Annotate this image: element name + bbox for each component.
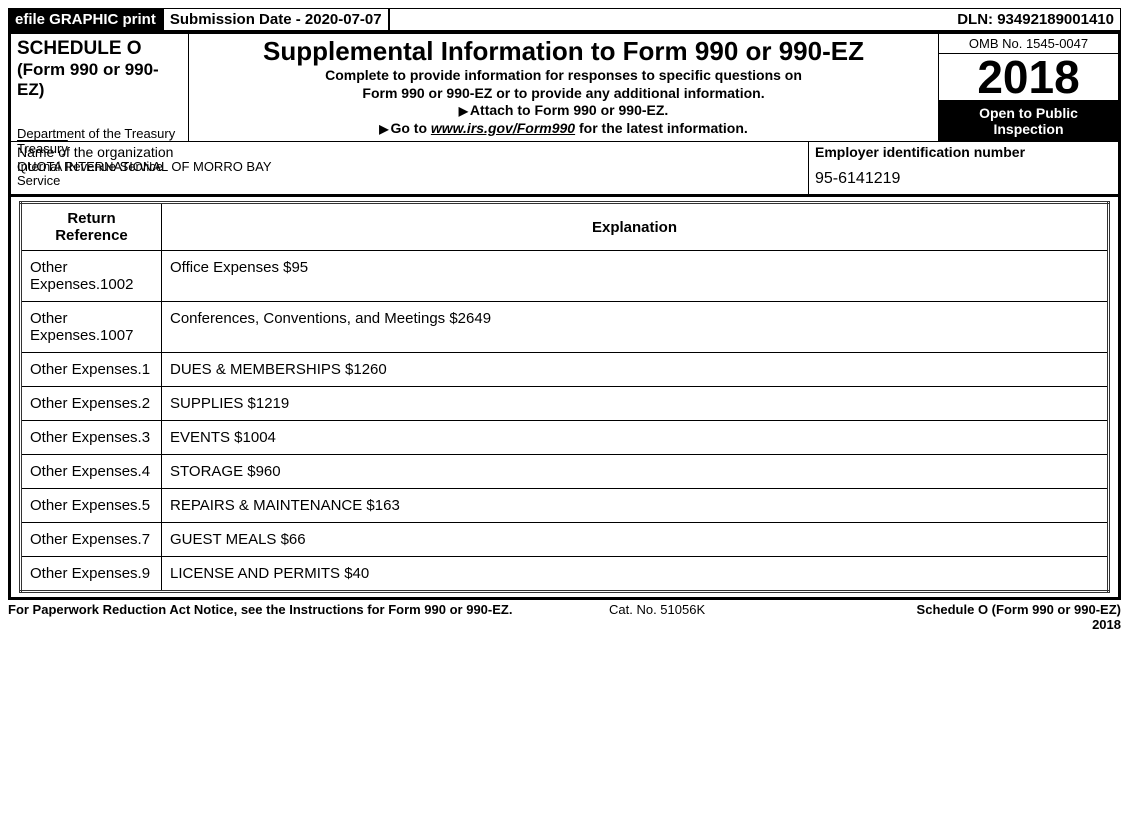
cell-reference: Other Expenses.1002 bbox=[21, 251, 162, 302]
footer-schedule: Schedule O (Form 990 or 990-EZ)2018 bbox=[832, 602, 1121, 632]
header-row: SCHEDULE O (Form 990 or 990-EZ) Departme… bbox=[11, 34, 1118, 142]
instruction-line-1: Complete to provide information for resp… bbox=[195, 67, 932, 85]
cell-reference: Other Expenses.4 bbox=[21, 455, 162, 489]
table-row: Other Expenses.1007Conferences, Conventi… bbox=[21, 302, 1109, 353]
table-row: Other Expenses.4STORAGE $960 bbox=[21, 455, 1109, 489]
cell-reference: Other Expenses.7 bbox=[21, 523, 162, 557]
footer-row: For Paperwork Reduction Act Notice, see … bbox=[8, 600, 1121, 632]
cell-explanation: GUEST MEALS $66 bbox=[162, 523, 1109, 557]
submission-date: Submission Date - 2020-07-07 bbox=[164, 9, 390, 30]
cell-explanation: EVENTS $1004 bbox=[162, 421, 1109, 455]
org-left: Treasury Name of the organization QUOTA … bbox=[11, 142, 808, 194]
cell-reference: Other Expenses.1007 bbox=[21, 302, 162, 353]
cell-explanation: Office Expenses $95 bbox=[162, 251, 1109, 302]
table-row: Other Expenses.2SUPPLIES $1219 bbox=[21, 387, 1109, 421]
treasury-overlap: Treasury bbox=[17, 142, 68, 156]
arrow-icon: ▶ bbox=[379, 122, 388, 136]
ein-value: 95-6141219 bbox=[815, 170, 1112, 188]
arrow-icon: ▶ bbox=[459, 104, 468, 118]
col-header-explanation: Explanation bbox=[162, 203, 1109, 251]
ein-label: Employer identification number bbox=[815, 144, 1112, 160]
org-name-label: Name of the organization bbox=[17, 144, 802, 160]
form-title: Supplemental Information to Form 990 or … bbox=[195, 36, 932, 67]
form-number: (Form 990 or 990-EZ) bbox=[17, 60, 182, 100]
org-row: Treasury Name of the organization QUOTA … bbox=[11, 142, 1118, 197]
header-left: SCHEDULE O (Form 990 or 990-EZ) Departme… bbox=[11, 34, 189, 141]
form-container: SCHEDULE O (Form 990 or 990-EZ) Departme… bbox=[8, 31, 1121, 600]
table-row: Other Expenses.1DUES & MEMBERSHIPS $1260 bbox=[21, 353, 1109, 387]
cell-explanation: REPAIRS & MAINTENANCE $163 bbox=[162, 489, 1109, 523]
cell-reference: Other Expenses.5 bbox=[21, 489, 162, 523]
table-wrap: Return Reference Explanation Other Expen… bbox=[11, 197, 1118, 597]
header-center: Supplemental Information to Form 990 or … bbox=[189, 34, 938, 141]
open-public-label: Open to Public Inspection bbox=[939, 101, 1118, 141]
cell-explanation: SUPPLIES $1219 bbox=[162, 387, 1109, 421]
footer-notice: For Paperwork Reduction Act Notice, see … bbox=[8, 602, 609, 632]
cell-explanation: Conferences, Conventions, and Meetings $… bbox=[162, 302, 1109, 353]
cell-reference: Other Expenses.1 bbox=[21, 353, 162, 387]
cell-explanation: LICENSE AND PERMITS $40 bbox=[162, 557, 1109, 592]
cell-reference: Other Expenses.3 bbox=[21, 421, 162, 455]
table-row: Other Expenses.9LICENSE AND PERMITS $40 bbox=[21, 557, 1109, 592]
department-label: Department of the Treasury bbox=[17, 127, 182, 141]
table-row: Other Expenses.1002Office Expenses $95 bbox=[21, 251, 1109, 302]
schedule-title: SCHEDULE O bbox=[17, 38, 182, 60]
explanation-table: Return Reference Explanation Other Expen… bbox=[19, 201, 1110, 593]
cell-reference: Other Expenses.2 bbox=[21, 387, 162, 421]
irs-link[interactable]: www.irs.gov/Form990 bbox=[431, 120, 575, 136]
dln: DLN: 93492189001410 bbox=[390, 9, 1120, 30]
footer-cat: Cat. No. 51056K bbox=[609, 602, 832, 632]
cell-explanation: DUES & MEMBERSHIPS $1260 bbox=[162, 353, 1109, 387]
efile-label: efile GRAPHIC print bbox=[9, 9, 164, 30]
table-row: Other Expenses.3EVENTS $1004 bbox=[21, 421, 1109, 455]
table-row: Other Expenses.5REPAIRS & MAINTENANCE $1… bbox=[21, 489, 1109, 523]
cell-reference: Other Expenses.9 bbox=[21, 557, 162, 592]
col-header-reference: Return Reference bbox=[21, 203, 162, 251]
org-right: Employer identification number 95-614121… bbox=[808, 142, 1118, 194]
goto-line: ▶Go to www.irs.gov/Form990 for the lates… bbox=[195, 120, 932, 138]
instruction-line-2: Form 990 or 990-EZ or to provide any add… bbox=[195, 85, 932, 103]
irs-overlap: Internal Revenue Service bbox=[17, 160, 163, 175]
top-bar: efile GRAPHIC print Submission Date - 20… bbox=[8, 8, 1121, 31]
header-right: OMB No. 1545-0047 2018 Open to Public In… bbox=[938, 34, 1118, 141]
attach-line: ▶Attach to Form 990 or 990-EZ. bbox=[195, 102, 932, 120]
tax-year: 2018 bbox=[939, 54, 1118, 101]
cell-explanation: STORAGE $960 bbox=[162, 455, 1109, 489]
service-overlap: Service bbox=[17, 174, 802, 189]
table-row: Other Expenses.7GUEST MEALS $66 bbox=[21, 523, 1109, 557]
